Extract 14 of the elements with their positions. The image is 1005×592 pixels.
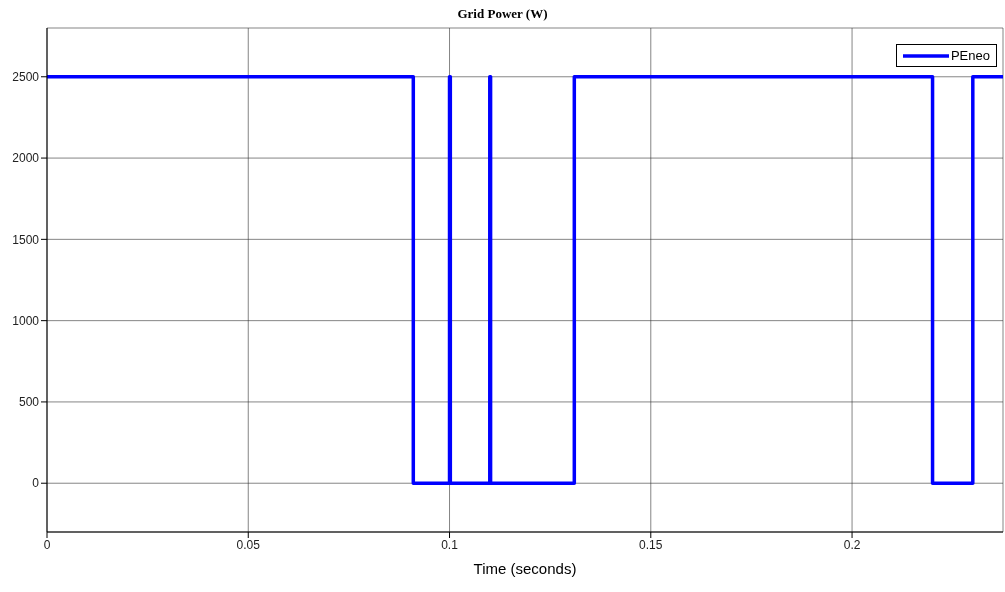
x-tick-label: 0 (43, 537, 51, 552)
y-tick-label: 0 (32, 476, 40, 491)
x-tick-label: 0.2 (843, 537, 861, 552)
chart-title: Grid Power (W) (456, 6, 549, 22)
x-axis-title: Time (seconds) (473, 560, 577, 577)
y-tick-label: 500 (18, 395, 40, 410)
legend-label: PEneo (950, 48, 990, 63)
y-tick-label: 2000 (12, 151, 40, 166)
x-tick-label: 0.05 (236, 537, 261, 552)
y-tick-label: 2500 (12, 70, 40, 85)
y-tick-label: 1500 (12, 232, 40, 247)
x-tick-label: 0.1 (441, 537, 459, 552)
x-tick-label: 0.15 (639, 537, 663, 552)
y-tick-label: 1000 (12, 313, 40, 328)
